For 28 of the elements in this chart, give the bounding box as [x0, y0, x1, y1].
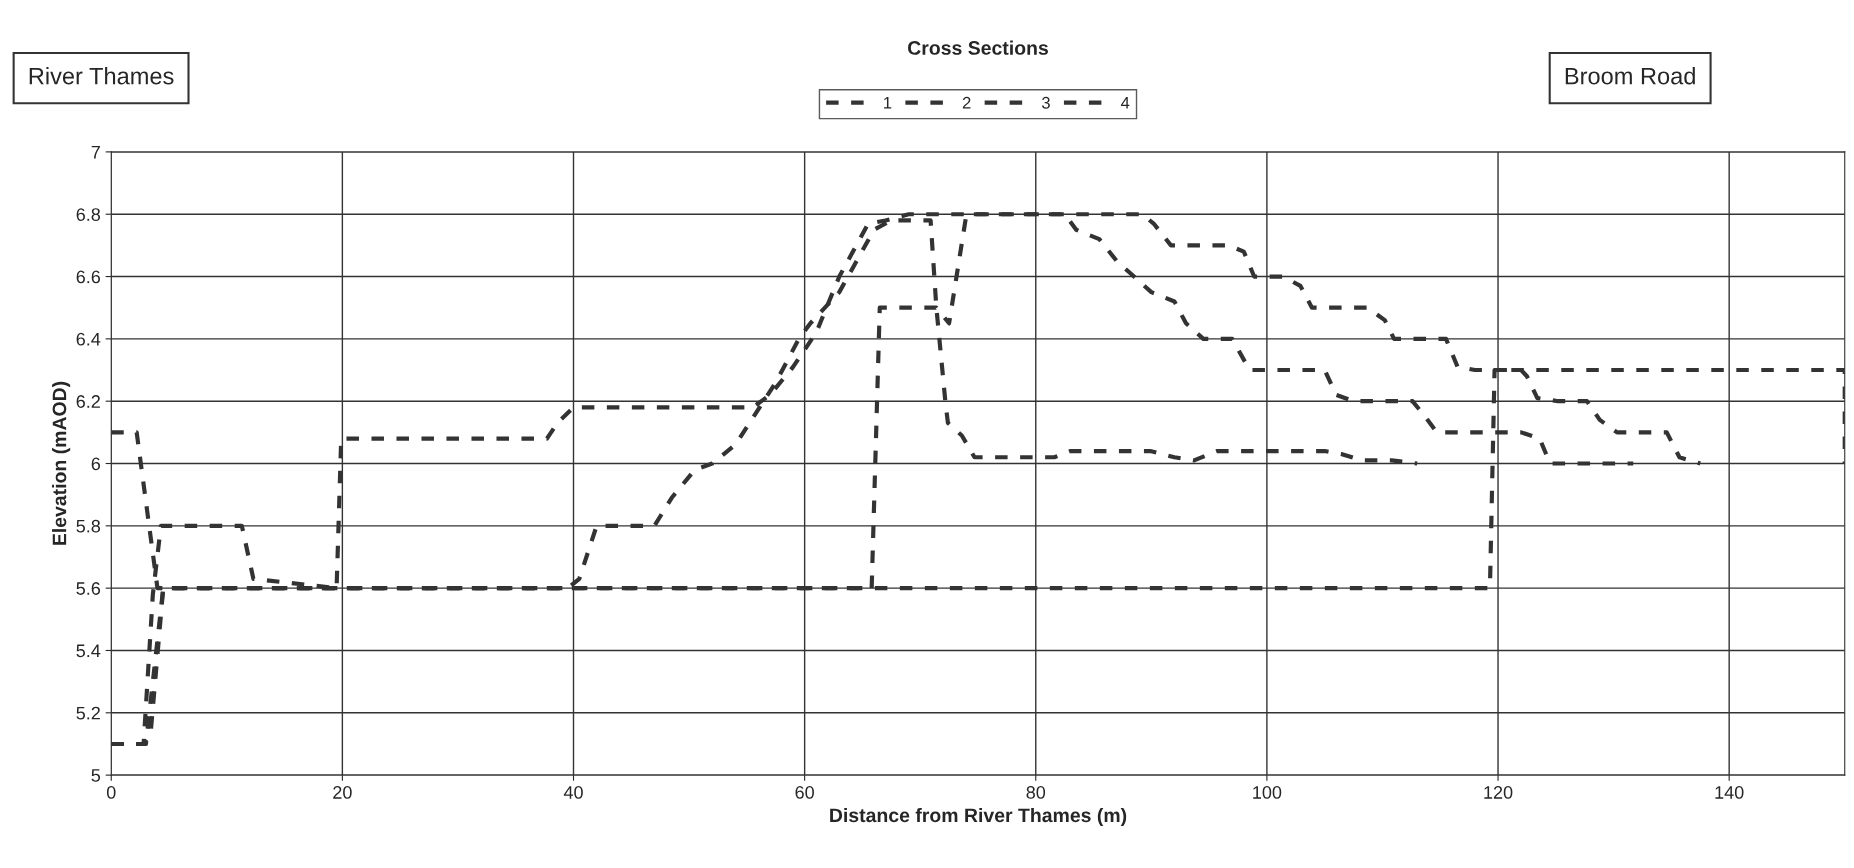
x-tick-label: 100 — [1253, 786, 1282, 799]
legend-label: 3 — [1041, 96, 1050, 109]
x-tick-label: 80 — [1026, 786, 1046, 799]
text: River Thames — [29, 67, 174, 85]
y-tick-label: 6.4 — [76, 332, 101, 346]
text: Broom Road — [1565, 67, 1695, 85]
y-tick-label: 5.6 — [76, 582, 101, 595]
y-tick-label: 6.8 — [76, 208, 101, 221]
x-tick-label: 0 — [106, 786, 116, 799]
x-tick-label: 20 — [333, 786, 352, 799]
chart-title: Cross Sections — [908, 40, 1048, 55]
x-tick-label: 140 — [1715, 786, 1744, 799]
y-tick-label: 5 — [91, 769, 101, 782]
x-tick-label: 120 — [1484, 786, 1513, 799]
legend-label: 4 — [1120, 97, 1130, 109]
y-axis-title: Elevation (mAOD) — [52, 381, 71, 545]
legend-label: 2 — [962, 96, 971, 109]
legend-label: 1 — [884, 97, 892, 109]
x-tick-label: 40 — [563, 786, 583, 799]
x-axis-title: Distance from River Thames (m) — [830, 807, 1127, 827]
y-tick-label: 5.2 — [76, 706, 100, 720]
y-tick-label: 6.2 — [76, 395, 100, 408]
y-tick-label: 7 — [91, 146, 100, 159]
x-tick-label: 60 — [795, 786, 814, 799]
y-tick-label: 6 — [91, 457, 101, 471]
y-tick-label: 6.6 — [76, 270, 101, 284]
y-tick-label: 5.4 — [76, 644, 101, 658]
y-tick-label: 5.8 — [76, 519, 101, 533]
